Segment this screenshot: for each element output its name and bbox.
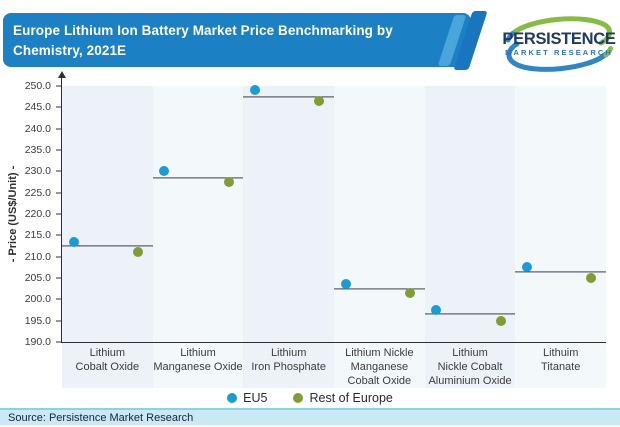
average-price-line [62, 245, 153, 247]
x-axis-line [61, 341, 606, 343]
y-tick-mark [56, 213, 61, 215]
y-tick-mark [56, 298, 61, 300]
legend-label-eu5: EU5 [243, 391, 268, 405]
category-label: Lithium Nickle Manganese Cobalt Oxide [345, 347, 414, 388]
logo-text-market-research: MARKET RESEARCH [505, 48, 613, 57]
y-tick-mark [56, 128, 61, 130]
average-price-line [243, 96, 334, 98]
y-axis-tick-labels: 250.0 245.0 240.0 235.0 230.0 225.0 220.0 215.0… [0, 80, 54, 348]
legend-label-rest-of-europe: Rest of Europe [309, 391, 393, 405]
y-axis-arrow-icon [57, 71, 66, 78]
category-label: Lithium Manganese Oxide [153, 347, 243, 374]
category-band [152, 86, 244, 388]
average-price-line [334, 288, 425, 290]
eu5-point [522, 262, 533, 273]
rest-of-europe-point [405, 287, 416, 298]
pmr-logo: PERSISTENCE MARKET RESEARCH [502, 13, 616, 75]
y-tick-label: 195.0 [24, 314, 51, 327]
chart-title: Europe Lithium Ion Battery Market Price … [13, 23, 393, 58]
category-label: Lithuim Titanate [541, 347, 581, 374]
header-title-box: Europe Lithium Ion Battery Market Price … [3, 13, 471, 67]
rest-of-europe-dot-icon [293, 393, 304, 403]
legend-item-rest-of-europe: Rest of Europe [293, 391, 393, 405]
y-tick-mark [56, 192, 61, 194]
rest-of-europe-point [223, 177, 234, 187]
category-label: Lithium Cobalt Oxide [75, 347, 140, 374]
y-tick-mark [56, 256, 61, 258]
source-bar: Source: Persistence Market Research [0, 408, 620, 425]
y-tick-label: 235.0 [24, 144, 51, 156]
rest-of-europe-point [586, 273, 597, 283]
y-tick-mark [56, 170, 61, 172]
y-tick-label: 205.0 [24, 272, 51, 284]
y-tick-label: 200.0 [24, 293, 51, 306]
plot-points [62, 85, 606, 342]
eu5-point [340, 279, 351, 290]
y-tick-mark [56, 341, 61, 343]
y-tick-mark [56, 320, 61, 322]
rest-of-europe-point [495, 315, 506, 326]
eu5-point [431, 305, 442, 315]
y-axis-tick-marks [56, 85, 61, 343]
y-tick-label: 220.0 [24, 208, 51, 220]
category-band [424, 86, 516, 388]
plot-bands [62, 86, 606, 388]
category-band [243, 86, 334, 388]
source-text: Source: Persistence Market Research [8, 411, 194, 424]
eu5-point [250, 85, 261, 96]
legend-item-eu5: EU5 [227, 391, 267, 405]
y-tick-label: 225.0 [24, 186, 51, 199]
category-band [515, 86, 606, 388]
y-tick-label: 240.0 [24, 122, 51, 135]
category-label: Lithium Nickle Cobalt Aluminium Oxide [428, 347, 512, 388]
eu5-point [159, 166, 170, 177]
legend: EU5 Rest of Europe [0, 389, 620, 407]
eu5-point [68, 236, 79, 247]
rest-of-europe-point [314, 95, 325, 106]
rest-of-europe-point [133, 247, 144, 258]
y-tick-mark [56, 234, 61, 236]
category-label: Lithium Iron Phosphate [251, 347, 326, 374]
logo-swoosh-icon [505, 16, 613, 72]
average-price-line [424, 313, 516, 315]
logo-text-persistence: PERSISTENCE [502, 30, 616, 48]
y-tick-label: 245.0 [24, 101, 51, 114]
y-tick-mark [56, 106, 61, 108]
y-tick-label: 190.0 [24, 336, 51, 348]
average-price-line [152, 177, 244, 179]
y-tick-label: 210.0 [24, 250, 51, 263]
y-tick-label: 250.0 [24, 80, 51, 92]
chart-body: Lithium Cobalt Oxide Lithium Manganese Oxid… [62, 85, 606, 388]
y-tick-mark [56, 85, 61, 87]
category-labels: Lithium Cobalt Oxide Lithium Manganese Oxid… [62, 342, 606, 388]
y-tick-mark [56, 149, 61, 151]
eu5-dot-icon [227, 393, 238, 403]
y-tick-label: 215.0 [24, 229, 51, 242]
y-tick-label: 230.0 [24, 165, 51, 178]
category-band [334, 86, 425, 388]
y-tick-mark [56, 277, 61, 279]
average-price-line [515, 271, 606, 273]
y-axis-line [60, 78, 62, 342]
